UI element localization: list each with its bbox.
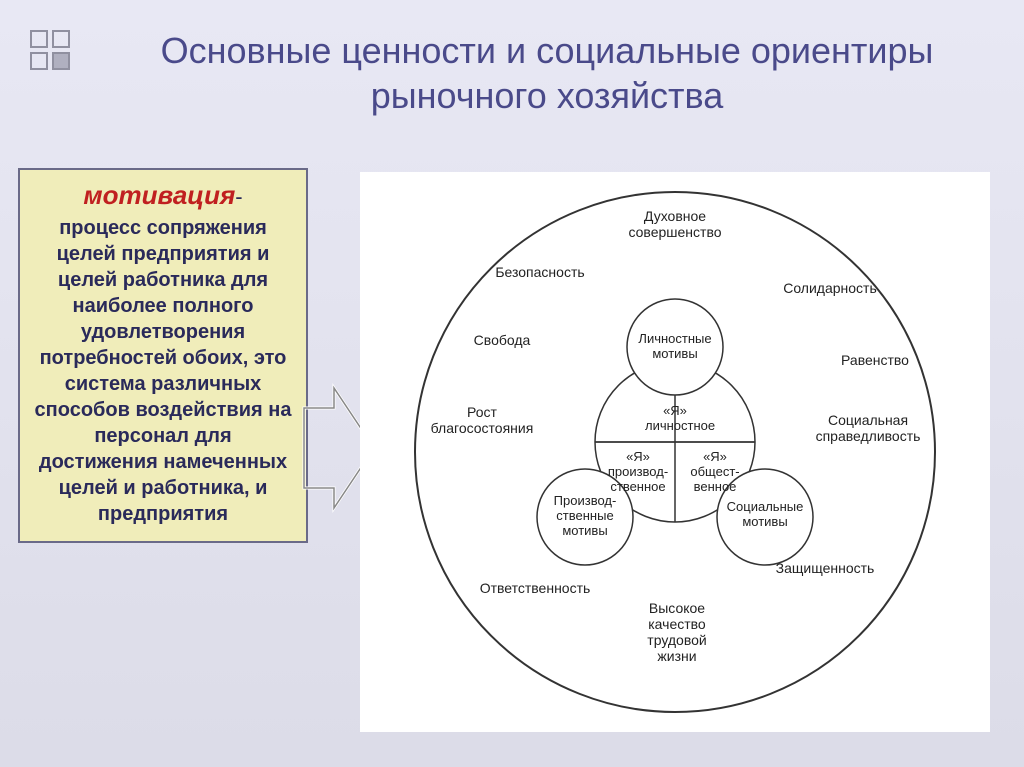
pie-top-label: «Я»личностное <box>645 404 705 434</box>
dash: - <box>235 184 242 209</box>
pie-left-label: «Я»производ-ственное <box>602 450 674 495</box>
slide-title: Основные ценности и социальные ориентиры… <box>110 28 984 118</box>
outer-l1-label: Свобода <box>452 332 552 348</box>
values-diagram: «Я»личностное «Я»производ-ственное «Я»об… <box>360 172 990 732</box>
outer-r2-label: Социальнаясправедливость <box>808 412 928 444</box>
outer-r1-label: Равенство <box>820 352 930 368</box>
outer-l2-label: Ростблагосостояния <box>422 404 542 436</box>
outer-top-label: Духовноесовершенство <box>615 208 735 240</box>
motivation-heading: мотивация <box>83 180 235 210</box>
outer-tl-label: Безопасность <box>480 264 600 280</box>
corner-decoration <box>30 30 90 90</box>
orbit-bl-label: Производ-ственныемотивы <box>544 494 626 539</box>
orbit-top-label: Личностныемотивы <box>632 332 718 362</box>
motivation-body: процесс сопряжения целей предприятия и ц… <box>34 215 292 527</box>
outer-bl-label: Ответственность <box>465 580 605 596</box>
outer-tr-label: Солидарность <box>770 280 890 296</box>
outer-br-label: Защищенность <box>760 560 890 576</box>
orbit-br-label: Социальныемотивы <box>722 500 808 530</box>
outer-bottom-label: Высокоекачествотрудовойжизни <box>622 600 732 664</box>
pie-right-label: «Я»общест-венное <box>680 450 750 495</box>
motivation-definition-box: мотивация- процесс сопряжения целей пред… <box>18 168 308 543</box>
